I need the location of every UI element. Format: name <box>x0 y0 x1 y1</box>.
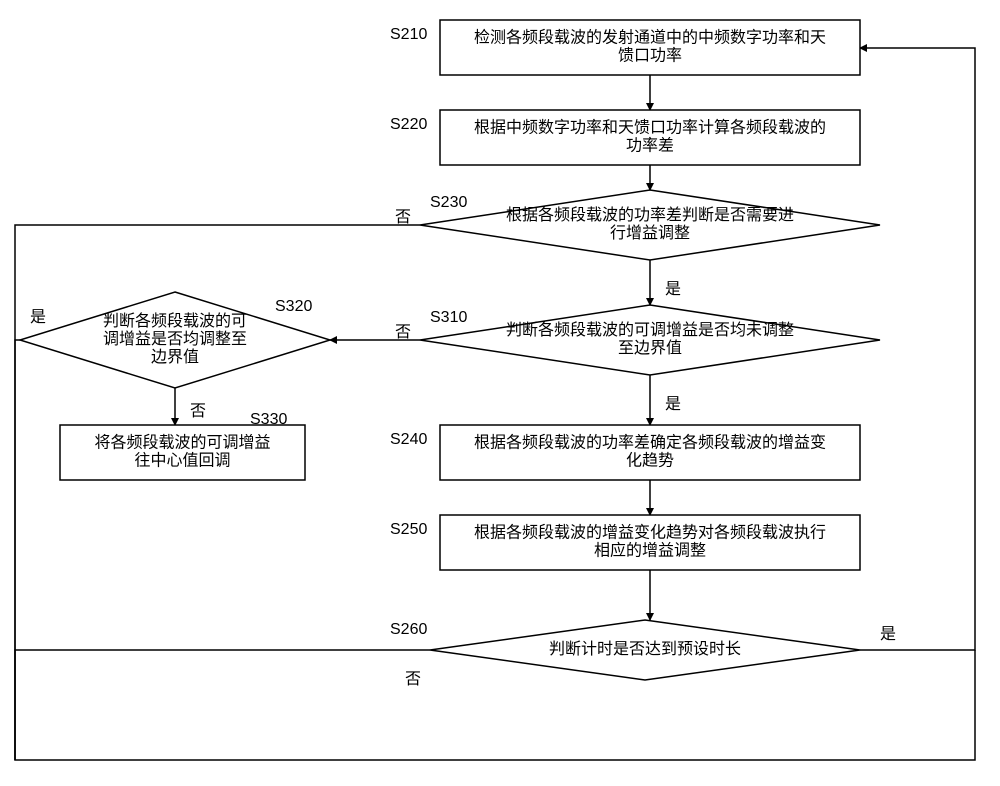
node-text-s330-1: 往中心值回调 <box>134 452 230 470</box>
node-text-s230-0: 根据各频段载波的功率差判断是否需要进 <box>506 206 794 224</box>
node-text-s320-2: 边界值 <box>151 348 199 366</box>
edge-label-e_s230_no: 否 <box>395 209 411 226</box>
step-label-s230: S230 <box>430 194 467 211</box>
step-label-s250: S250 <box>390 521 427 538</box>
node-text-s220-0: 根据中频数字功率和天馈口功率计算各频段载波的 <box>474 118 826 137</box>
node-text-s220-1: 功率差 <box>626 137 674 155</box>
node-text-s240-1: 化趋势 <box>626 452 674 470</box>
edge-label-e_s260_no: 否 <box>405 671 421 688</box>
step-label-s240: S240 <box>390 431 427 448</box>
node-text-s320-0: 判断各频段载波的可 <box>103 312 247 330</box>
step-label-s320: S320 <box>275 298 312 315</box>
edge-label-e_s230_s310_yes: 是 <box>665 281 681 298</box>
node-text-s330-0: 将各频段载波的可调增益 <box>94 434 270 452</box>
edge-label-e_s310_s240_yes: 是 <box>665 396 681 413</box>
edge-label-e_s320_s330_no: 否 <box>190 403 206 420</box>
node-text-s310-1: 至边界值 <box>618 339 682 357</box>
step-label-s260: S260 <box>390 621 427 638</box>
node-text-s240-0: 根据各频段载波的功率差确定各频段载波的增益变 <box>474 434 826 452</box>
node-text-s210-0: 检测各频段载波的发射通道中的中频数字功率和天 <box>474 29 826 47</box>
edge-label-e_s320_yes: 是 <box>30 309 46 326</box>
edge-e_s260_yes <box>860 48 975 650</box>
edge-label-e_s260_yes: 是 <box>880 626 896 643</box>
node-text-s210-1: 馈口功率 <box>618 47 682 65</box>
step-label-s210: S210 <box>390 26 427 43</box>
node-text-s310-0: 判断各频段载波的可调增益是否均未调整 <box>506 321 794 339</box>
node-text-s320-1: 调增益是否均调整至 <box>103 330 247 348</box>
node-text-s260-0: 判断计时是否达到预设时长 <box>549 640 741 658</box>
step-label-s220: S220 <box>390 116 427 133</box>
node-text-s250-0: 根据各频段载波的增益变化趋势对各频段载波执行 <box>474 524 826 542</box>
step-label-s310: S310 <box>430 309 467 326</box>
edge-e_s260_no <box>15 650 975 760</box>
node-text-s250-1: 相应的增益调整 <box>594 541 706 560</box>
edge-label-e_s310_s320_no: 否 <box>395 324 411 341</box>
step-label-s330: S330 <box>250 411 287 428</box>
node-text-s230-1: 行增益调整 <box>610 224 690 242</box>
